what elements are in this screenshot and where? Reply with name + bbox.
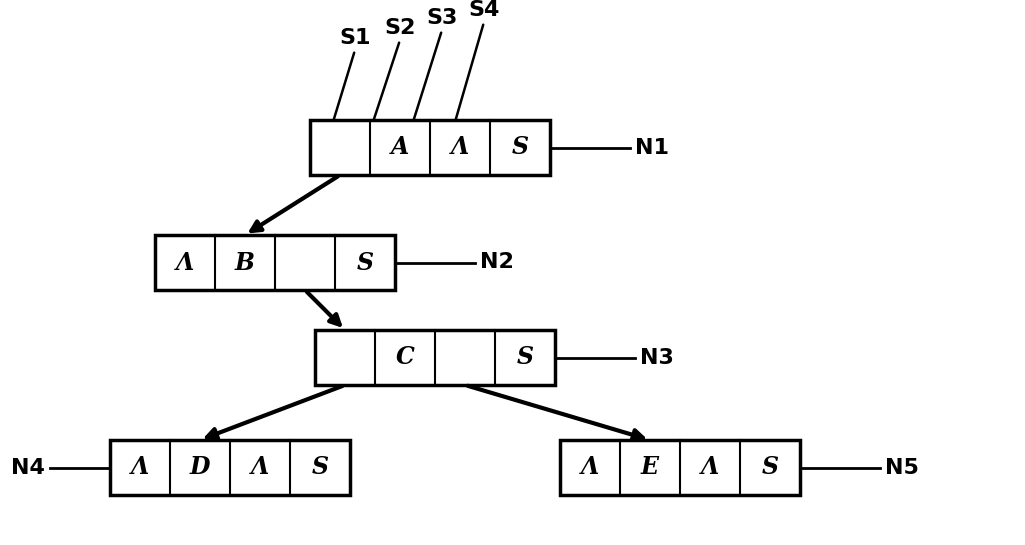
- Text: Λ: Λ: [701, 456, 720, 480]
- Text: N2: N2: [480, 252, 514, 272]
- Text: N3: N3: [640, 348, 673, 367]
- Bar: [315, 330, 555, 385]
- Text: N4: N4: [11, 457, 45, 477]
- Bar: [560, 440, 800, 495]
- Bar: [155, 235, 395, 290]
- Text: Λ: Λ: [176, 251, 194, 275]
- Bar: [310, 120, 550, 175]
- Text: Λ: Λ: [251, 456, 270, 480]
- Text: C: C: [396, 346, 414, 370]
- Text: S: S: [312, 456, 328, 480]
- Text: B: B: [235, 251, 255, 275]
- Text: Λ: Λ: [451, 136, 469, 160]
- Text: S: S: [511, 136, 529, 160]
- Text: S2: S2: [384, 18, 416, 38]
- Text: A: A: [391, 136, 409, 160]
- Text: S4: S4: [468, 0, 500, 20]
- Text: Λ: Λ: [581, 456, 600, 480]
- Text: E: E: [641, 456, 659, 480]
- Text: S: S: [762, 456, 779, 480]
- Text: D: D: [190, 456, 210, 480]
- Text: S1: S1: [339, 28, 371, 48]
- Text: Λ: Λ: [131, 456, 150, 480]
- Text: N5: N5: [885, 457, 918, 477]
- Text: N1: N1: [636, 137, 669, 158]
- Text: S: S: [517, 346, 533, 370]
- Text: S: S: [357, 251, 373, 275]
- Text: S3: S3: [426, 8, 458, 28]
- Bar: [110, 440, 350, 495]
